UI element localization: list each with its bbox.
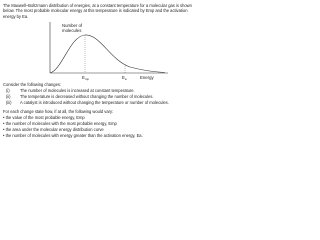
item-text: the area under the molecular energy dist… (5, 127, 104, 132)
list-item: • the value of the most probable energy,… (3, 115, 85, 120)
ea-label: Ea (122, 75, 127, 81)
distribution-diagram: Number of molecules Emp Ea Energy (49, 22, 168, 81)
prompt: Consider the following changes: (3, 82, 62, 87)
change-label: (i) (6, 88, 10, 93)
page: {"intro": "The Maxwell–Boltzmann distrib… (0, 0, 200, 147)
change-label: (ii) (6, 94, 11, 99)
emp-label: Emp (82, 75, 89, 81)
item-text: the value of the most probable energy, E… (5, 115, 85, 120)
change-label: (iii) (6, 100, 12, 105)
item-text: the number of molecules with energy grea… (5, 133, 143, 138)
list-item: • the area under the molecular energy di… (3, 127, 104, 132)
list-item: • the number of molecules with the most … (3, 121, 117, 126)
intro-text: The Maxwell–Boltzmann distribution of en… (3, 3, 192, 19)
x-label: Energy (140, 75, 154, 80)
list-item: • the number of molecules with energy gr… (3, 133, 143, 138)
change-text: A catalyst is introduced without changin… (20, 100, 169, 105)
change-text: The temperature is decreased without cha… (20, 94, 154, 99)
distribution-curve (49, 34, 166, 74)
question: For each change state how, if at all, th… (3, 109, 114, 114)
change-text: The number of molecules is increased at … (20, 88, 135, 93)
item-text: the number of molecules with the most pr… (5, 121, 117, 126)
y-label: Number of molecules (62, 23, 83, 33)
